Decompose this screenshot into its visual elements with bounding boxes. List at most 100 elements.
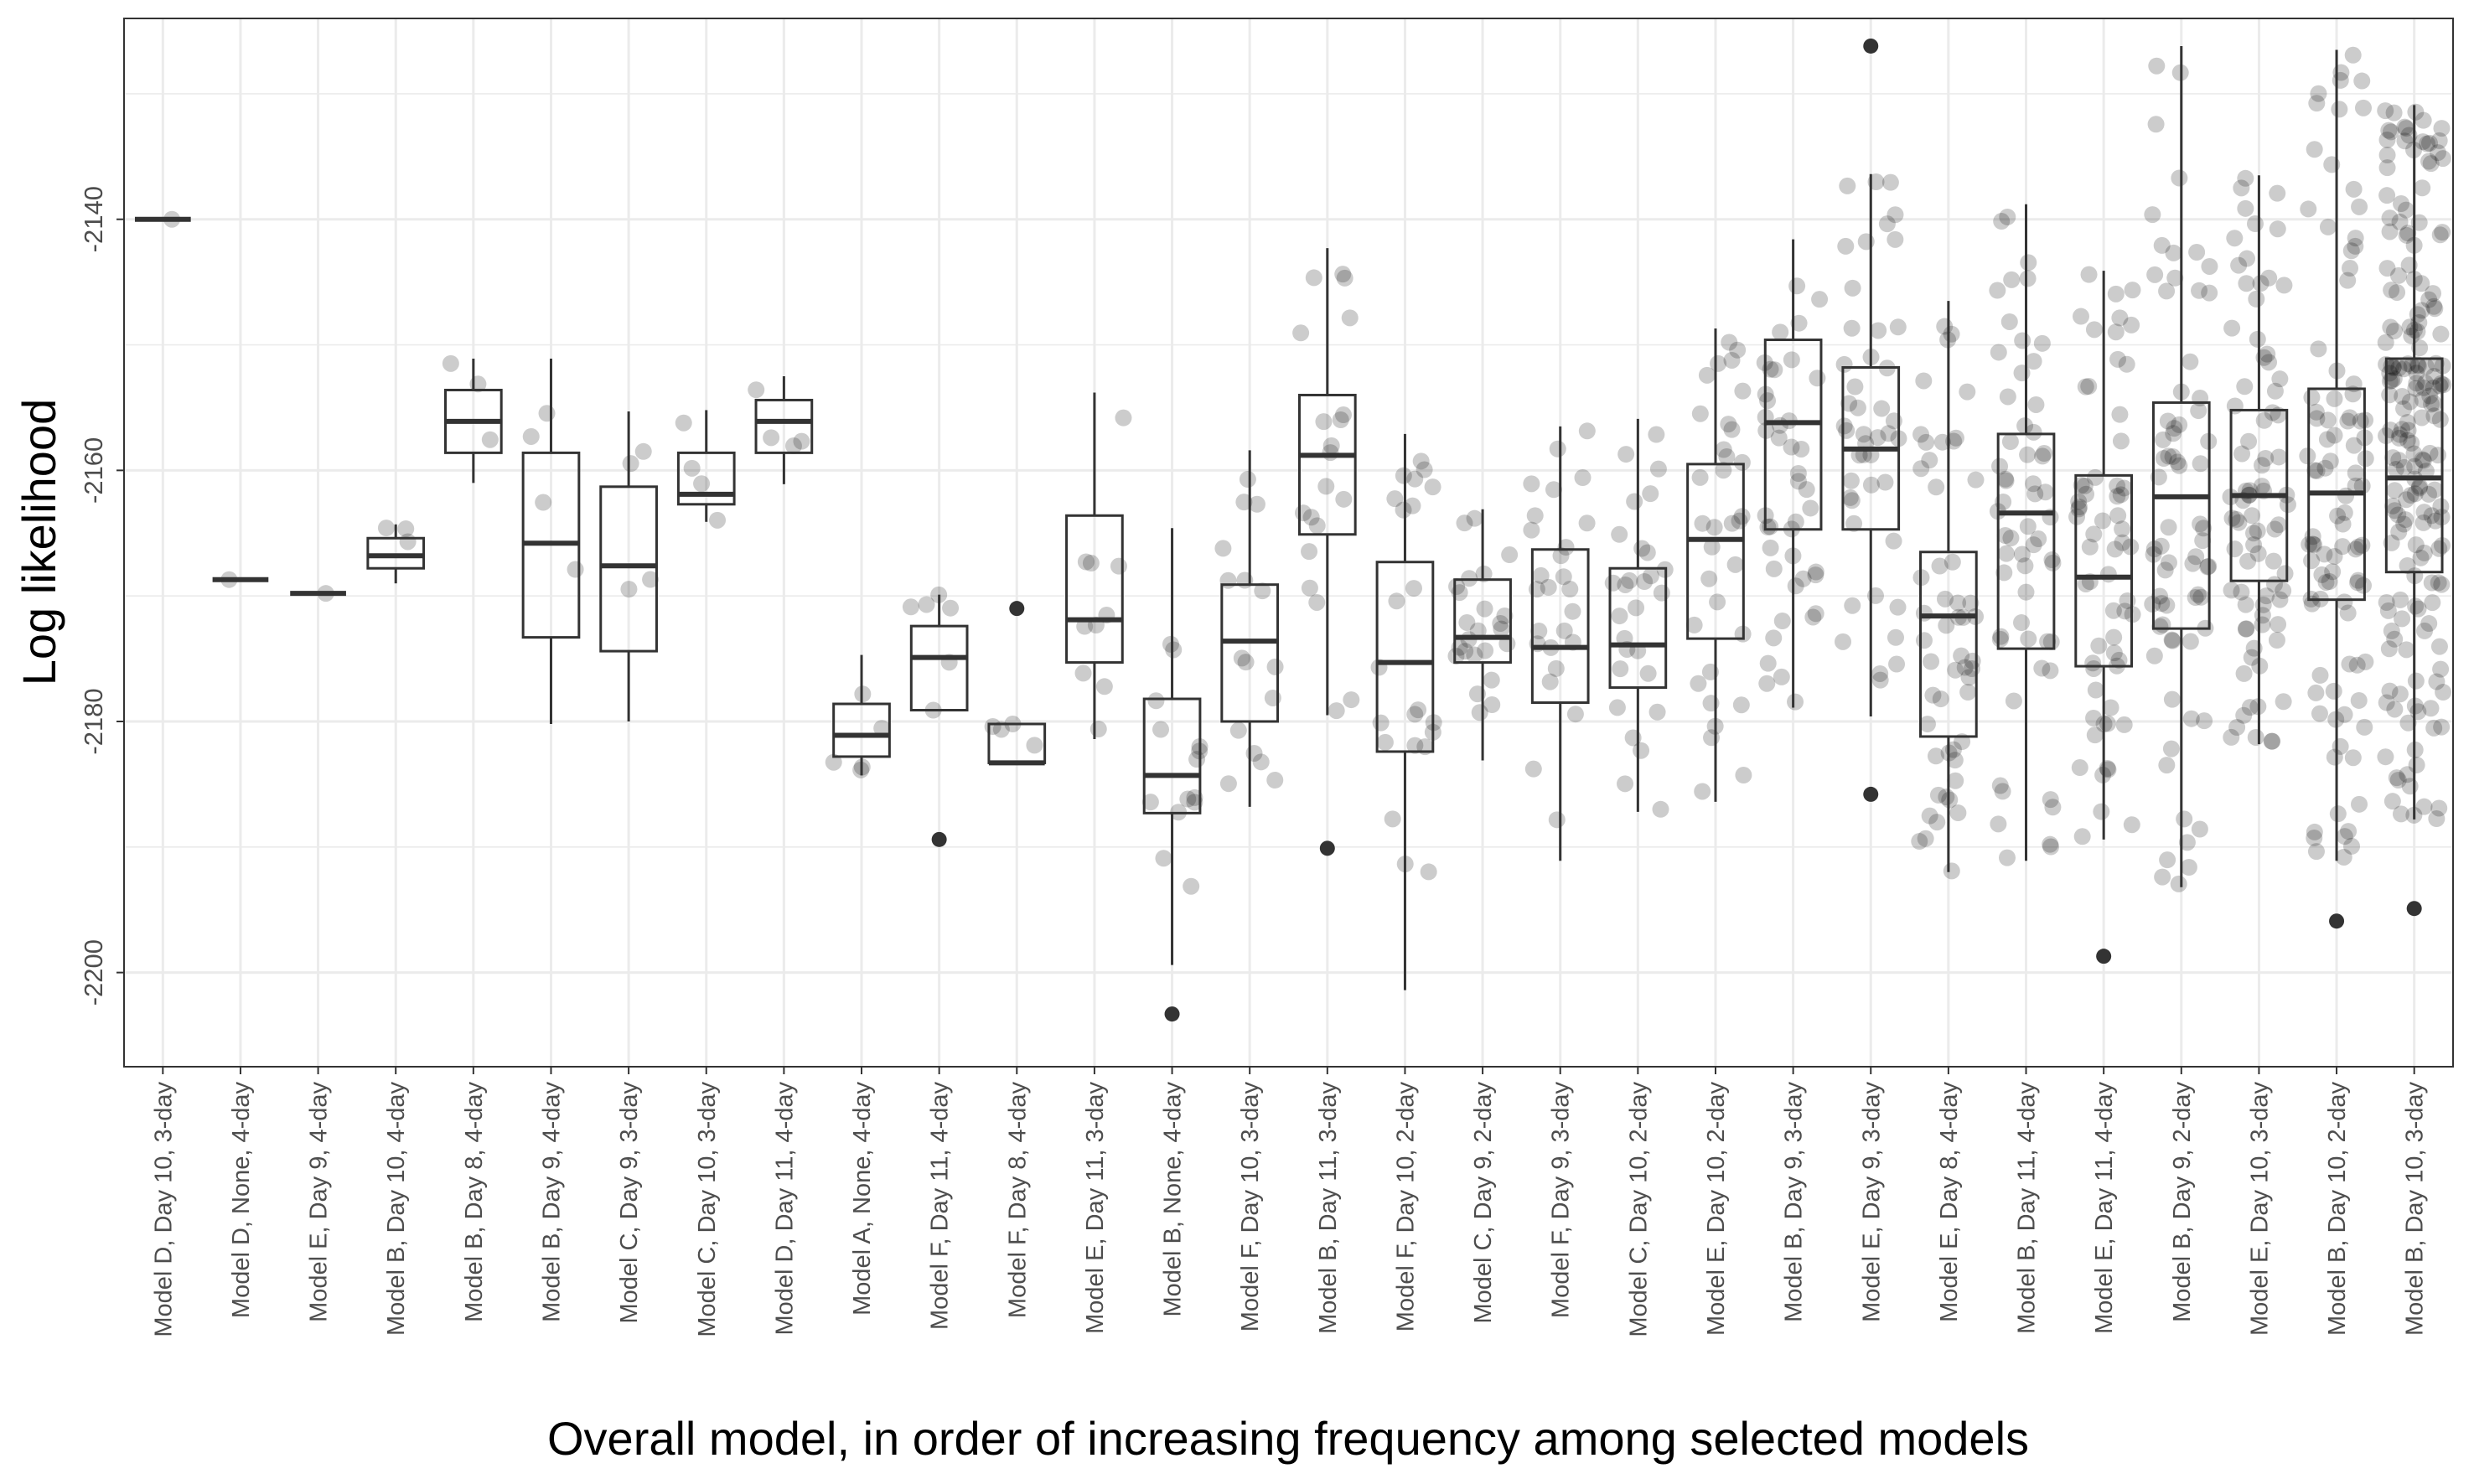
data-point [2238,620,2255,638]
x-tick-label: Model F, Day 8, 4-day [1004,1082,1031,1319]
data-point [1237,654,1255,671]
data-point [2426,512,2444,530]
data-point [1783,438,1800,456]
boxes [134,38,2444,1022]
x-axis-title: Overall model, in order of increasing fr… [547,1412,2029,1465]
data-point [2409,357,2427,375]
data-point [1844,597,1861,614]
data-point [2353,72,2371,90]
data-point [2086,726,2104,744]
data-point [2348,656,2366,674]
data-point [1638,544,1656,561]
data-point [1179,790,1197,808]
x-tick-label: Model B, Day 8, 4-day [461,1082,488,1322]
box-16 [1297,248,1357,856]
data-point [2118,355,2135,373]
data-point [2389,771,2407,789]
data-point [2336,828,2353,845]
box-10 [832,654,891,776]
data-point [2434,224,2451,241]
data-point [2336,504,2353,521]
data-point [1540,578,1557,596]
data-point [2188,244,2206,261]
outlier-point [1863,786,1879,802]
data-point [1759,519,1777,536]
data-point [2389,283,2406,301]
x-tick-label: Model E, Day 10, 3-day [2246,1082,2273,1337]
data-point [1649,460,1667,478]
data-point [1648,703,1666,721]
data-point [1839,177,1856,194]
data-point [1642,485,1659,503]
box-29 [2307,49,2366,929]
data-point [2176,810,2193,828]
data-point [1943,325,1960,343]
data-point [2042,662,2059,680]
data-point [1734,382,1752,400]
data-point [2077,575,2094,592]
data-point [2409,600,2427,618]
data-point [1938,617,1955,634]
data-point [2421,444,2439,462]
data-point [2264,404,2281,421]
outlier-point [2406,901,2422,917]
data-point [1871,664,1889,682]
data-point [2321,573,2338,591]
data-point [1162,635,1179,653]
box-iqr [832,702,891,758]
data-point [2388,769,2405,787]
data-point [825,753,842,771]
data-point [2399,766,2416,783]
data-point [2107,323,2125,341]
data-point [2378,131,2396,148]
data-point [2237,169,2254,187]
data-point [1229,721,1247,739]
data-point [1710,354,1727,372]
data-point [2329,507,2347,525]
data-point [2356,718,2373,736]
data-point [1771,416,1788,434]
data-point [2106,540,2124,558]
data-point [2386,482,2404,499]
box-iqr [909,624,969,712]
data-point [1636,573,1654,591]
box-18 [1453,509,1512,761]
data-point [784,437,802,455]
data-point [1115,409,1132,427]
data-point [1214,540,1232,557]
data-point [1305,269,1322,287]
data-point [2357,653,2374,670]
data-point [2421,387,2439,405]
data-point [2347,477,2364,494]
data-point [2383,372,2401,390]
data-point [2432,660,2450,678]
data-point [2397,201,2414,219]
data-point [2238,275,2255,292]
data-point [2403,327,2420,344]
box-14 [1142,528,1202,1022]
x-tick-label: Model E, Day 10, 2-day [1703,1082,1730,1337]
data-point [620,581,638,598]
data-point [2270,616,2287,633]
data-point [2385,322,2403,339]
box-4 [366,524,426,584]
data-point [1995,564,2013,582]
data-point [1990,815,2007,833]
data-point [2396,118,2414,136]
data-point [2395,458,2413,476]
data-point [2347,237,2364,255]
data-point [2431,411,2449,428]
data-point [1918,716,1936,733]
data-point [2164,447,2182,465]
data-point [2233,179,2250,197]
data-point [1997,545,2015,562]
data-point [1928,478,1945,496]
data-point [1652,800,1669,818]
data-point [2307,684,2325,701]
data-point [1703,538,1721,556]
data-point [2412,549,2430,566]
data-point [1376,733,1394,751]
data-point [1110,557,1127,575]
data-point [2353,477,2371,494]
data-point [1962,594,1980,612]
